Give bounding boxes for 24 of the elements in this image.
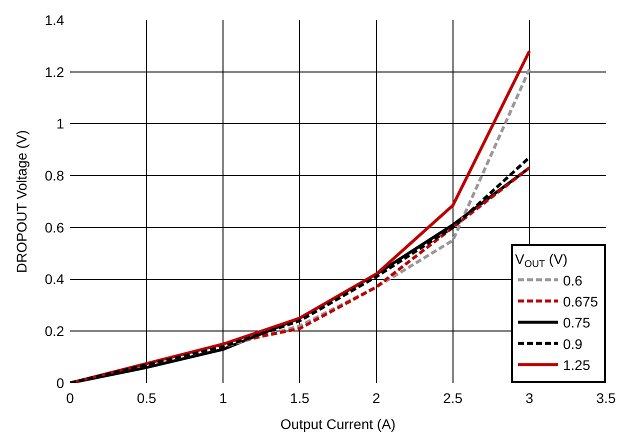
x-tick-label: 2.5 [443, 390, 463, 406]
x-tick-label: 1 [219, 390, 228, 406]
x-tick-label: 3 [526, 390, 534, 406]
x-axis-title: Output Current (A) [280, 416, 396, 432]
x-tick-label: 1.5 [290, 390, 310, 406]
x-tick-label: 0 [66, 390, 74, 406]
legend-label: 0.9 [563, 336, 583, 352]
y-tick-label: 0 [56, 374, 64, 391]
y-tick-label: 0.4 [44, 271, 64, 288]
y-tick-label: 1 [56, 116, 64, 132]
legend-label: 0.6 [563, 272, 583, 288]
y-tick-label: 0.6 [44, 219, 64, 236]
y-tick-label: 0.8 [44, 167, 64, 184]
y-axis-title: DROPOUT Voltage (V) [13, 130, 30, 273]
legend-title: V$_{OUT}$ (V) [515, 251, 568, 270]
legend-label: 1.25 [563, 357, 590, 374]
y-tick-label: 1.2 [44, 64, 64, 80]
legend-label: 0.675 [563, 293, 598, 310]
x-tick-label: 2 [372, 390, 380, 406]
y-tick-label: 1.4 [44, 12, 64, 28]
y-tick-label: 0.2 [44, 323, 64, 340]
x-tick-label: 3.5 [596, 390, 616, 406]
legend-label: 0.75 [563, 314, 590, 331]
x-tick-label: 0.5 [136, 390, 157, 406]
